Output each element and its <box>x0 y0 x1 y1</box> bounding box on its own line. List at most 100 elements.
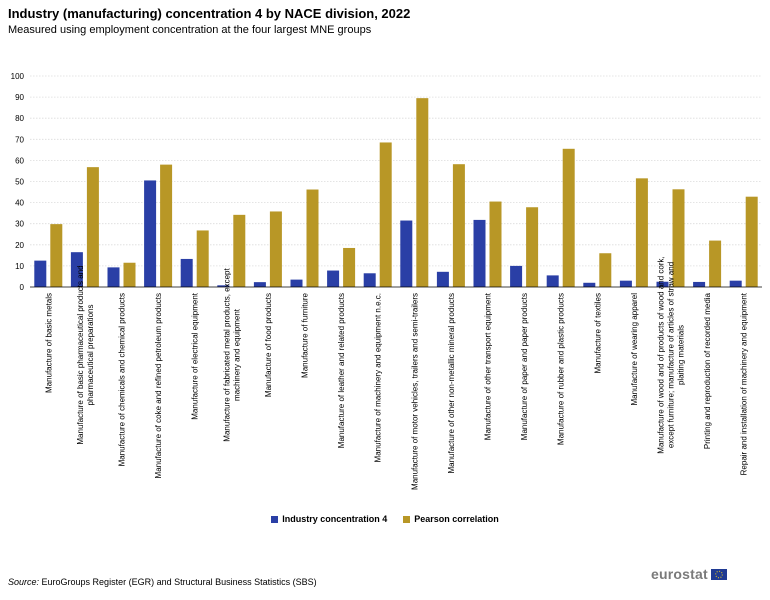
bar-industry-concentration[interactable] <box>180 258 193 287</box>
bar-industry-concentration[interactable] <box>34 260 47 287</box>
x-tick-label: Manufacture of furniture <box>301 292 310 377</box>
source-label: Source: <box>8 577 40 587</box>
x-tick-label: Manufacture of wearing apparel <box>630 293 639 406</box>
bar-industry-concentration[interactable] <box>693 281 706 287</box>
bar-industry-concentration[interactable] <box>619 280 632 287</box>
x-tick-label-line: except furniture; manufacture of article… <box>667 262 676 448</box>
x-tick-label-line: Manufacture of textiles <box>593 293 602 373</box>
x-tick-label-line: Manufacture of machinery and equipment n… <box>374 293 383 462</box>
bar-pearson-correlation[interactable] <box>562 148 575 287</box>
bar-pearson-correlation[interactable] <box>709 240 722 287</box>
bar-pearson-correlation[interactable] <box>160 164 173 287</box>
y-tick-label: 0 <box>20 283 25 292</box>
x-tick-label: Manufacture of motor vehicles, trailers … <box>410 293 419 490</box>
bar-pearson-correlation[interactable] <box>489 201 502 287</box>
bar-pearson-correlation[interactable] <box>416 98 429 287</box>
x-tick-label-line: Manufacture of motor vehicles, trailers … <box>410 293 419 490</box>
y-tick-label: 80 <box>15 114 24 123</box>
x-tick-label-line: Manufacture of furniture <box>301 292 310 377</box>
bar-industry-concentration[interactable] <box>436 271 449 287</box>
x-tick-label: Manufacture of machinery and equipment n… <box>374 293 383 462</box>
x-tick-label: Manufacture of rubber and plastic produc… <box>557 293 566 445</box>
x-tick-label: Printing and reproduction of recorded me… <box>703 292 712 449</box>
x-axis-labels: Manufacture of basic metals Manufacture o… <box>44 256 748 490</box>
y-tick-label: 30 <box>15 220 24 229</box>
x-tick-label-line: Manufacture of rubber and plastic produc… <box>557 293 566 445</box>
bar-pearson-correlation[interactable] <box>269 211 282 287</box>
y-tick-label: 40 <box>15 199 24 208</box>
x-tick-label-line: Repair and installation of machinery and… <box>740 292 749 475</box>
x-tick-label-line: machinery and equipment <box>232 308 241 401</box>
legend-item-industry-concentration[interactable]: Industry concentration 4 <box>271 514 387 524</box>
bar-industry-concentration[interactable] <box>144 180 157 287</box>
x-tick-label: Manufacture of basic metals <box>44 293 53 393</box>
x-tick-label-line: Manufacture of food products <box>264 293 273 397</box>
x-tick-label: Manufacture of wood and of products of w… <box>657 256 686 453</box>
bar-industry-concentration[interactable] <box>290 279 303 287</box>
eu-flag-icon <box>710 568 727 580</box>
x-tick-label: Manufacture of leather and related produ… <box>337 293 346 448</box>
x-tick-label: Manufacture of food products <box>264 293 273 397</box>
x-tick-label-line: plaiting materials <box>677 325 686 385</box>
x-tick-label-line: Manufacture of chemicals and chemical pr… <box>118 293 127 466</box>
bar-industry-concentration[interactable] <box>729 280 742 287</box>
bar-pearson-correlation[interactable] <box>672 189 685 287</box>
bar-pearson-correlation[interactable] <box>123 262 136 287</box>
bar-industry-concentration[interactable] <box>107 267 120 287</box>
x-tick-label: Manufacture of electrical equipment <box>191 292 200 420</box>
source-text: EuroGroups Register (EGR) and Structural… <box>39 577 317 587</box>
bar-industry-concentration[interactable] <box>253 282 266 287</box>
bars <box>34 98 758 287</box>
y-tick-label: 100 <box>11 72 25 81</box>
y-tick-label: 50 <box>15 178 24 187</box>
bar-pearson-correlation[interactable] <box>50 224 63 287</box>
bar-industry-concentration[interactable] <box>656 281 669 287</box>
legend-swatch-gold <box>403 515 411 523</box>
eurostat-logo-text: eurostat <box>651 566 708 582</box>
legend-label-industry-concentration: Industry concentration 4 <box>282 514 388 524</box>
bar-pearson-correlation[interactable] <box>343 247 356 287</box>
bar-pearson-correlation[interactable] <box>306 189 319 287</box>
legend-label-pearson-correlation: Pearson correlation <box>414 514 499 524</box>
y-tick-label: 60 <box>15 156 24 165</box>
grid-lines <box>30 75 762 267</box>
bar-pearson-correlation[interactable] <box>599 253 612 287</box>
bar-industry-concentration[interactable] <box>70 252 83 287</box>
bar-pearson-correlation[interactable] <box>379 142 392 287</box>
x-tick-label: Manufacture of basic pharmaceutical prod… <box>76 265 95 444</box>
bar-industry-concentration[interactable] <box>217 285 230 287</box>
legend-item-pearson-correlation[interactable]: Pearson correlation <box>403 514 499 524</box>
x-tick-label-line: Manufacture of fabricated metal products… <box>222 268 231 442</box>
bar-industry-concentration[interactable] <box>510 265 523 287</box>
bar-pearson-correlation[interactable] <box>635 178 648 287</box>
x-tick-label: Manufacture of other transport equipment <box>484 292 493 440</box>
bar-chart: 0 10 20 30 40 50 60 70 80 90 100 Manufacture of ba… <box>11 72 762 490</box>
bar-pearson-correlation[interactable] <box>233 214 246 287</box>
x-tick-label-line: Manufacture of other non-metallic minera… <box>447 293 456 474</box>
bar-pearson-correlation[interactable] <box>452 164 465 287</box>
bar-industry-concentration[interactable] <box>400 220 413 287</box>
bar-pearson-correlation[interactable] <box>196 230 209 287</box>
chart-title: Industry (manufacturing) concentration 4… <box>8 6 411 21</box>
y-tick-label: 20 <box>15 241 24 250</box>
y-tick-label: 90 <box>15 93 24 102</box>
y-tick-label: 10 <box>15 262 24 271</box>
x-tick-label: Repair and installation of machinery and… <box>740 292 749 475</box>
x-tick-label-line: Manufacture of wood and of products of w… <box>657 256 666 453</box>
x-tick-label-line: pharmaceutical preparations <box>86 305 95 406</box>
bar-industry-concentration[interactable] <box>546 275 559 287</box>
eurostat-logo: eurostat <box>651 566 727 582</box>
bar-industry-concentration[interactable] <box>327 270 340 287</box>
x-tick-label-line: Manufacture of other transport equipment <box>484 292 493 440</box>
bar-industry-concentration[interactable] <box>473 219 486 287</box>
bar-pearson-correlation[interactable] <box>745 196 758 287</box>
bar-pearson-correlation[interactable] <box>86 167 99 287</box>
x-tick-label-line: Manufacture of basic pharmaceutical prod… <box>76 265 85 444</box>
bar-industry-concentration[interactable] <box>583 282 596 287</box>
x-tick-label-line: Manufacture of paper and paper products <box>520 293 529 440</box>
x-tick-label: Manufacture of coke and refined petroleu… <box>154 293 163 478</box>
bar-pearson-correlation[interactable] <box>526 207 539 287</box>
x-tick-label: Manufacture of fabricated metal products… <box>222 268 241 442</box>
x-tick-label-line: Manufacture of basic metals <box>44 293 53 393</box>
bar-industry-concentration[interactable] <box>363 273 376 287</box>
